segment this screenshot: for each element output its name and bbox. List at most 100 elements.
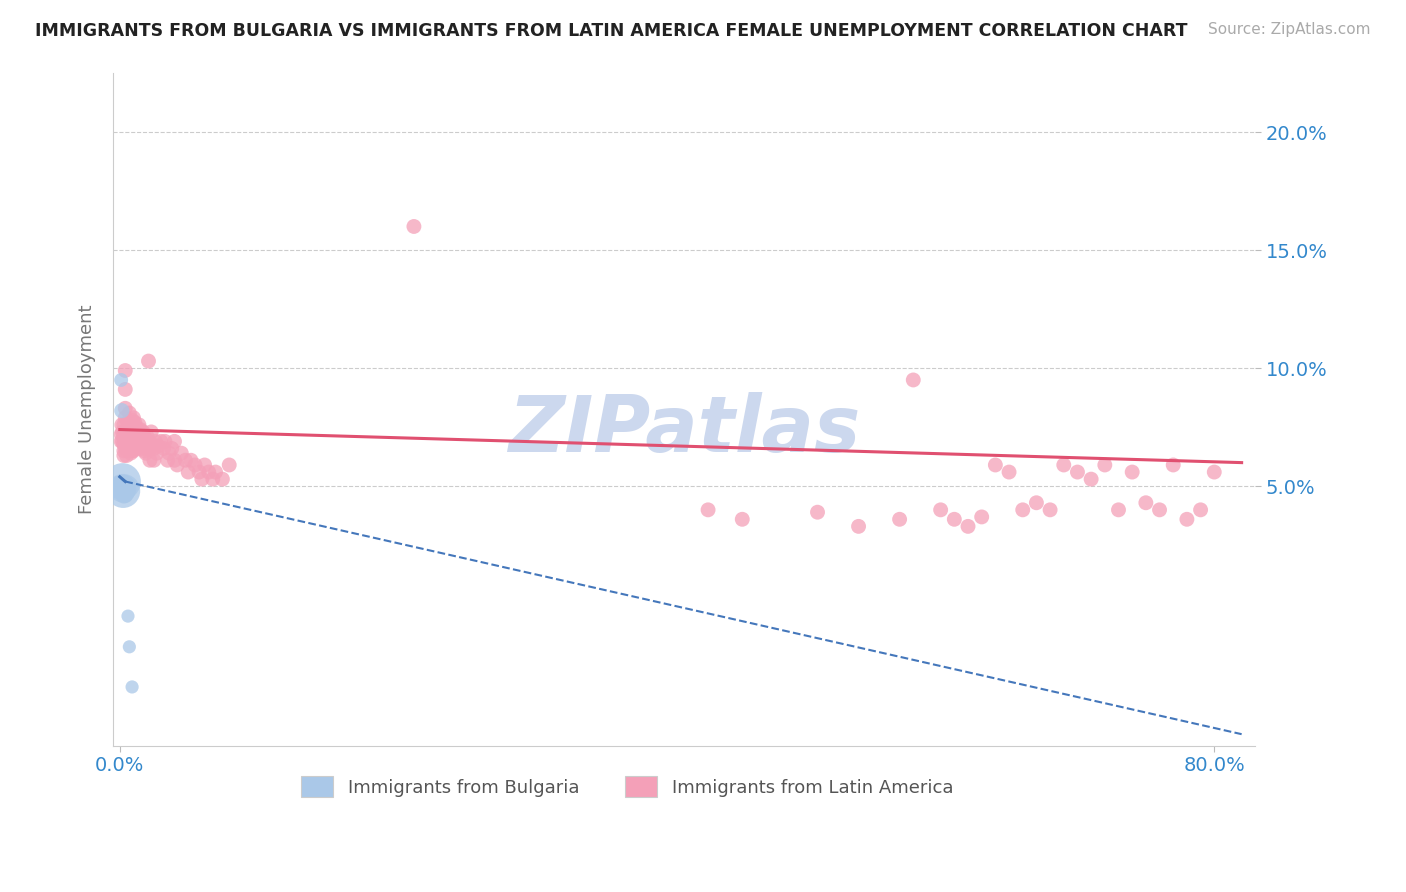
Point bbox=[903, 373, 925, 387]
Point bbox=[121, 443, 143, 458]
Point bbox=[112, 483, 135, 498]
Point bbox=[697, 503, 720, 517]
Point bbox=[143, 453, 166, 467]
Point bbox=[1094, 458, 1116, 472]
Point bbox=[112, 436, 135, 450]
Point bbox=[117, 416, 139, 430]
Point bbox=[124, 430, 146, 444]
Point bbox=[970, 510, 993, 524]
Point bbox=[135, 434, 157, 449]
Point bbox=[139, 442, 162, 456]
Point bbox=[112, 483, 135, 498]
Point bbox=[114, 401, 136, 416]
Point bbox=[111, 475, 134, 489]
Point bbox=[114, 483, 136, 498]
Point bbox=[194, 458, 217, 472]
Point bbox=[125, 420, 148, 434]
Point bbox=[201, 472, 224, 486]
Point bbox=[943, 512, 966, 526]
Point bbox=[128, 430, 150, 444]
Point bbox=[132, 425, 155, 439]
Point bbox=[121, 434, 143, 449]
Point bbox=[145, 446, 167, 460]
Point bbox=[134, 443, 156, 458]
Point bbox=[114, 489, 136, 503]
Point bbox=[1121, 465, 1143, 479]
Point bbox=[112, 476, 135, 491]
Point bbox=[115, 430, 138, 444]
Point bbox=[157, 446, 180, 460]
Point bbox=[146, 439, 169, 453]
Point bbox=[848, 519, 870, 533]
Point bbox=[143, 442, 166, 456]
Point bbox=[141, 436, 163, 450]
Point bbox=[117, 486, 139, 500]
Point bbox=[149, 434, 172, 449]
Point bbox=[114, 425, 136, 439]
Point bbox=[112, 417, 135, 432]
Text: IMMIGRANTS FROM BULGARIA VS IMMIGRANTS FROM LATIN AMERICA FEMALE UNEMPLOYMENT CO: IMMIGRANTS FROM BULGARIA VS IMMIGRANTS F… bbox=[35, 22, 1188, 40]
Point bbox=[122, 425, 145, 439]
Point bbox=[141, 425, 163, 439]
Point bbox=[122, 443, 145, 458]
Legend: Immigrants from Bulgaria, Immigrants from Latin America: Immigrants from Bulgaria, Immigrants fro… bbox=[294, 769, 960, 805]
Point bbox=[218, 458, 240, 472]
Point bbox=[120, 446, 142, 460]
Point bbox=[110, 427, 132, 442]
Point bbox=[115, 442, 138, 456]
Point bbox=[115, 489, 138, 503]
Point bbox=[118, 430, 141, 444]
Point bbox=[1149, 503, 1171, 517]
Point bbox=[117, 434, 139, 449]
Point bbox=[163, 453, 186, 467]
Point bbox=[111, 434, 134, 449]
Point bbox=[139, 453, 162, 467]
Point bbox=[135, 446, 157, 460]
Point bbox=[131, 430, 153, 444]
Point bbox=[180, 453, 202, 467]
Point bbox=[1053, 458, 1076, 472]
Point bbox=[998, 465, 1021, 479]
Point bbox=[984, 458, 1007, 472]
Point bbox=[204, 465, 226, 479]
Point bbox=[1175, 512, 1198, 526]
Point bbox=[112, 427, 135, 442]
Point bbox=[191, 472, 214, 486]
Point bbox=[125, 442, 148, 456]
Point bbox=[170, 446, 193, 460]
Point bbox=[125, 430, 148, 444]
Point bbox=[132, 436, 155, 450]
Point bbox=[153, 434, 176, 449]
Point bbox=[731, 512, 754, 526]
Point bbox=[111, 417, 134, 432]
Point bbox=[1108, 503, 1130, 517]
Point bbox=[956, 519, 979, 533]
Point bbox=[112, 449, 135, 463]
Point bbox=[115, 479, 138, 493]
Point bbox=[118, 420, 141, 434]
Point bbox=[143, 434, 166, 449]
Point bbox=[124, 416, 146, 430]
Point bbox=[112, 489, 135, 503]
Point bbox=[122, 410, 145, 425]
Point bbox=[110, 434, 132, 449]
Point bbox=[115, 449, 138, 463]
Point bbox=[129, 434, 152, 449]
Point bbox=[128, 417, 150, 432]
Point bbox=[174, 453, 197, 467]
Point bbox=[111, 403, 134, 417]
Point bbox=[118, 406, 141, 420]
Point bbox=[136, 430, 159, 444]
Point bbox=[114, 383, 136, 397]
Point bbox=[166, 458, 188, 472]
Point bbox=[127, 425, 149, 439]
Point bbox=[138, 434, 160, 449]
Point bbox=[211, 472, 233, 486]
Point bbox=[889, 512, 911, 526]
Point bbox=[184, 458, 207, 472]
Point bbox=[115, 423, 138, 437]
Point bbox=[156, 453, 179, 467]
Y-axis label: Female Unemployment: Female Unemployment bbox=[79, 305, 96, 514]
Point bbox=[1025, 496, 1047, 510]
Point bbox=[1189, 503, 1212, 517]
